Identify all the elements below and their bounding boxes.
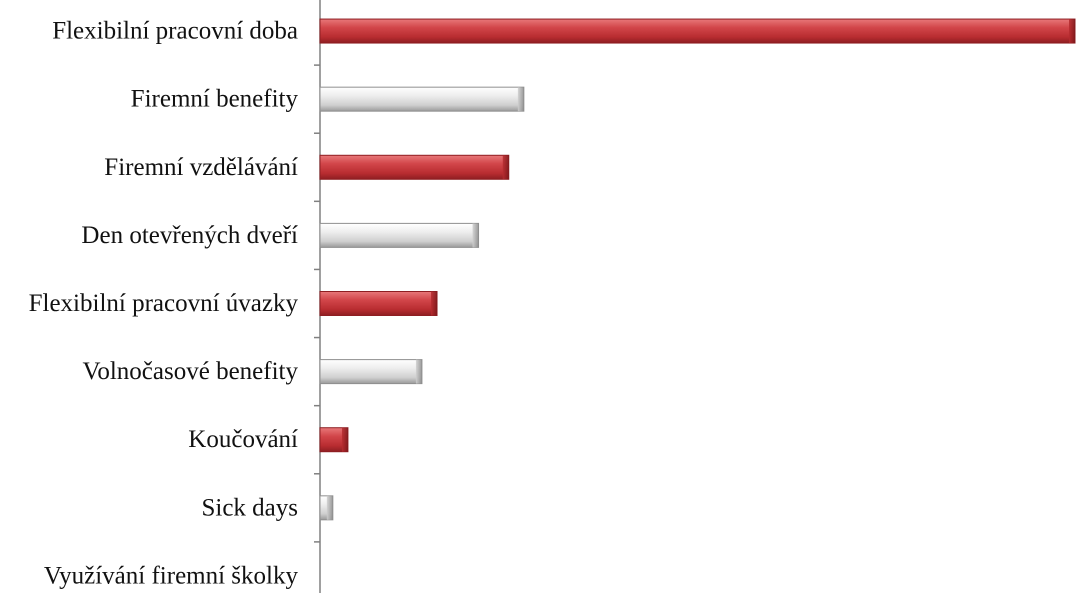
bar-body: [319, 222, 480, 248]
category-label: Flexibilní pracovní doba: [52, 18, 298, 45]
category-label: Flexibilní pracovní úvazky: [29, 290, 299, 317]
category-label: Sick days: [201, 494, 298, 521]
category-label: Volnočasové benefity: [83, 358, 299, 385]
bar-body: [319, 291, 438, 316]
bar: [319, 222, 480, 248]
bar: [319, 86, 525, 112]
bar-end-cap: [1069, 19, 1075, 44]
bars: [319, 18, 1076, 521]
bar: [319, 427, 349, 453]
bar-end-cap: [341, 427, 348, 452]
bar-end-cap: [415, 359, 422, 384]
category-label: Firemní benefity: [131, 86, 299, 113]
bar-end-cap: [326, 495, 333, 520]
bar: [319, 291, 438, 316]
bar-end-cap: [431, 291, 438, 316]
bar-body: [319, 18, 1076, 44]
bar-end-cap: [472, 223, 479, 248]
bar-body: [319, 86, 525, 112]
category-label: Koučování: [188, 426, 298, 453]
bar-end-cap: [517, 87, 524, 112]
bar-body: [319, 359, 423, 385]
category-labels: Flexibilní pracovní doba Firemní benefity…: [29, 18, 299, 590]
bar: [319, 359, 423, 385]
y-axis: [314, 0, 321, 593]
bar: [319, 495, 334, 521]
category-label: Firemní vzdělávání: [104, 154, 298, 181]
category-label: Využívání firemní školky: [44, 562, 299, 589]
bar: [319, 154, 510, 180]
bar: [319, 18, 1076, 44]
bar-end-cap: [502, 155, 509, 180]
category-label: Den otevřených dveří: [81, 222, 298, 249]
bar-body: [319, 154, 510, 180]
